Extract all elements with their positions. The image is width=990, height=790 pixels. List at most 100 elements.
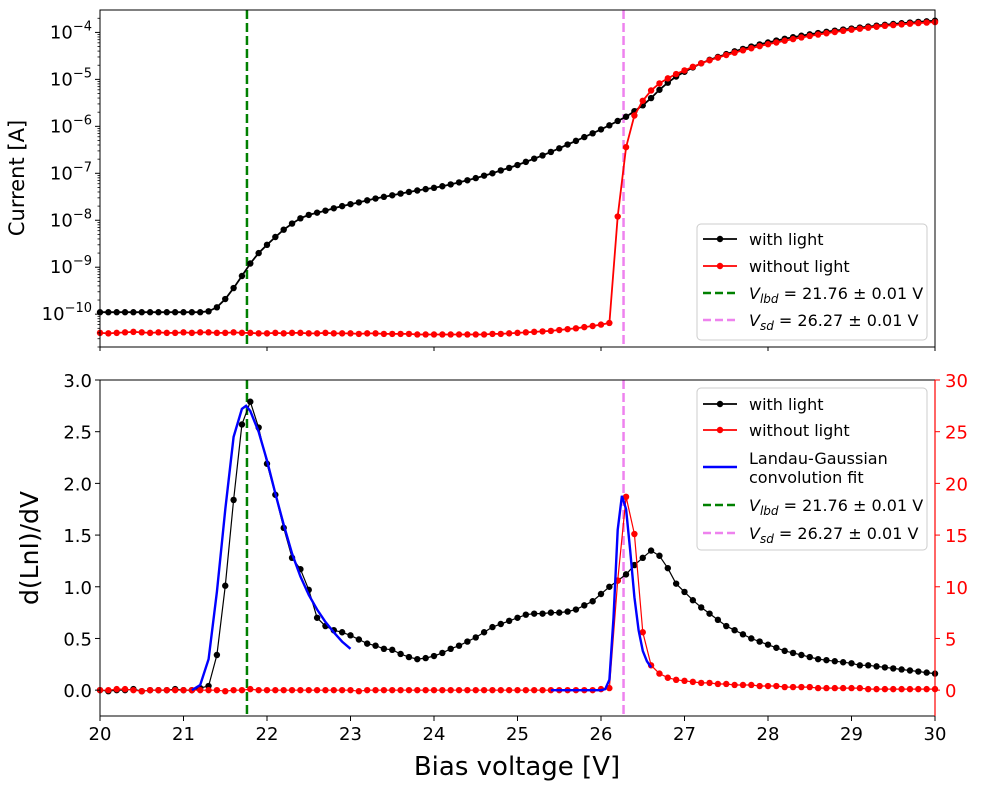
- top-point-with-light: [597, 126, 605, 133]
- top-legend-box: [696, 223, 928, 341]
- bottom-y2tick-label: 0: [945, 681, 956, 702]
- bottom-y-axis-label: d(LnI)/dV: [15, 491, 44, 605]
- top-point-with-light: [389, 192, 396, 199]
- bottom-point-without-light: [472, 686, 479, 694]
- top-point-without-light: [497, 330, 504, 338]
- bottom-point-without-light: [531, 686, 538, 694]
- top-point-without-light: [614, 213, 621, 220]
- bottom-point-without-light: [698, 679, 705, 687]
- top-point-without-light: [622, 143, 630, 151]
- bottom-point-with-light: [839, 659, 847, 666]
- top-point-with-light: [255, 249, 262, 257]
- top-point-without-light: [781, 37, 788, 44]
- bottom-ytick-label: 0.0: [63, 681, 92, 702]
- top-point-with-light: [105, 309, 112, 316]
- top-point-with-light: [263, 241, 271, 249]
- top-point-without-light: [230, 329, 237, 336]
- top-point-without-light: [514, 329, 521, 337]
- bottom-point-with-light: [647, 547, 655, 554]
- top-point-without-light: [455, 331, 463, 338]
- top-point-with-light: [347, 200, 354, 208]
- bottom-y2tick-label: 15: [945, 526, 968, 547]
- top-point-with-light: [305, 211, 312, 219]
- bottom-point-without-light: [121, 685, 129, 693]
- bottom-xtick-label: 29: [840, 724, 863, 745]
- top-point-without-light: [631, 112, 638, 119]
- bottom-xtick-label: 28: [757, 724, 780, 745]
- bottom-point-without-light: [222, 687, 229, 695]
- bottom-point-without-light: [505, 686, 513, 694]
- top-point-with-light: [656, 86, 663, 93]
- top-point-without-light: [831, 28, 838, 36]
- top-point-without-light: [698, 60, 705, 67]
- bottom-point-without-light: [514, 686, 521, 694]
- bottom-point-without-light: [138, 687, 145, 695]
- bottom-point-with-light: [430, 652, 438, 660]
- bottom-point-without-light: [773, 682, 780, 690]
- top-point-with-light: [439, 183, 446, 190]
- top-point-without-light: [121, 329, 129, 336]
- bottom-point-without-light: [180, 686, 187, 694]
- bottom-line-landau-gaussian-convolution-fit-with-light: [191, 404, 352, 692]
- bottom-point-without-light: [923, 685, 930, 693]
- bottom-point-with-light: [581, 602, 588, 609]
- top-point-without-light: [731, 49, 738, 56]
- top-point-with-light: [197, 309, 204, 316]
- top-point-with-light: [505, 164, 513, 172]
- top-point-without-light: [130, 328, 137, 336]
- bottom-point-with-light: [497, 620, 504, 628]
- bottom-point-without-light: [915, 685, 922, 693]
- bottom-point-without-light: [848, 684, 855, 692]
- top-ytick-label: 10−5: [50, 66, 92, 90]
- top-point-with-light: [230, 284, 237, 292]
- bottom-point-with-light: [447, 645, 454, 652]
- top-point-with-light: [606, 122, 613, 129]
- top-point-with-light: [213, 304, 221, 311]
- top-point-without-light: [347, 330, 354, 337]
- bottom-point-with-light: [881, 664, 889, 671]
- top-point-without-light: [288, 329, 296, 337]
- bottom-point-without-light: [881, 685, 889, 693]
- top-ytick-label: 10−4: [50, 19, 92, 43]
- top-point-without-light: [923, 19, 930, 26]
- top-point-without-light: [547, 327, 555, 335]
- top-point-without-light: [280, 330, 287, 337]
- top-point-without-light: [681, 67, 688, 74]
- top-point-without-light: [472, 331, 479, 338]
- top-point-without-light: [572, 325, 580, 332]
- bottom-point-with-light: [464, 638, 471, 645]
- top-point-without-light: [180, 329, 187, 336]
- bottom-point-with-light: [364, 640, 371, 647]
- top-point-without-light: [364, 330, 371, 337]
- top-point-without-light: [213, 329, 221, 337]
- bottom-point-with-light: [789, 649, 797, 657]
- top-point-without-light: [439, 331, 446, 338]
- bottom-point-with-light: [489, 623, 496, 631]
- bottom-legend: with light without light Landau-Gaussianco…: [696, 387, 928, 551]
- bottom-point-with-light: [823, 656, 830, 664]
- bottom-point-with-light: [572, 606, 580, 613]
- top-y-ticks: 10−10 10−9 10−8 10−7 10−6 10−5 10−4: [42, 17, 100, 348]
- bottom-point-with-light: [589, 598, 596, 605]
- bottom-point-with-light: [606, 583, 613, 590]
- bottom-point-without-light: [238, 686, 246, 694]
- bottom-point-with-light: [556, 609, 563, 616]
- bottom-ytick-label: 0.5: [63, 629, 92, 650]
- bottom-point-without-light: [756, 682, 763, 690]
- bottom-point-without-light: [906, 685, 914, 693]
- bottom-point-without-light: [865, 685, 872, 693]
- top-point-with-light: [238, 272, 246, 280]
- bottom-point-without-light: [839, 684, 847, 692]
- bottom-point-without-light: [280, 686, 287, 694]
- legend-label: Vlbd = 21.76 ± 0.01 V: [749, 284, 923, 306]
- top-point-with-light: [188, 309, 196, 316]
- legend-label: Vsd = 26.27 ± 0.01 V: [749, 524, 919, 546]
- top-point-without-light: [873, 23, 880, 30]
- bottom-point-with-light: [247, 398, 254, 405]
- bottom-point-with-light: [522, 611, 530, 618]
- top-point-without-light: [397, 330, 404, 338]
- top-point-with-light: [163, 309, 170, 316]
- top-point-without-light: [539, 328, 546, 335]
- bottom-ytick-label: 1.5: [63, 526, 92, 547]
